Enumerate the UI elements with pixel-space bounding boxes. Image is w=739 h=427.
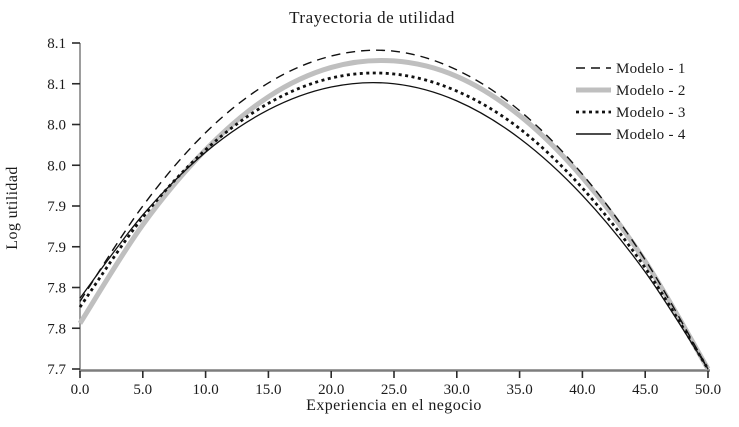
legend-label: Modelo - 2: [616, 83, 686, 99]
x-tick-label: 30.0: [444, 382, 470, 398]
series-line-modelo-1: [79, 49, 709, 370]
axes: [79, 43, 710, 372]
x-axis-title: Experiencia en el negocio: [306, 397, 482, 414]
x-tick-label: 35.0: [506, 382, 532, 398]
x-tick-label: 0.0: [71, 382, 90, 398]
legend-entry-modelo-4: Modelo - 4: [576, 127, 686, 143]
y-axis-ticks: 8.1 8.1 8.0 8.0 7.9 7.9 7.8 7.8 7.7: [47, 36, 80, 378]
y-tick-label: 8.1: [47, 36, 66, 52]
x-tick-label: 5.0: [133, 382, 152, 398]
y-tick-label: 8.0: [47, 118, 66, 134]
x-tick-label: 45.0: [632, 382, 658, 398]
y-tick-label: 7.8: [47, 321, 66, 337]
y-tick-label: 7.8: [47, 281, 66, 297]
y-tick-label: 7.9: [47, 240, 66, 256]
x-tick-label: 25.0: [381, 382, 407, 398]
x-tick-label: 20.0: [318, 382, 344, 398]
legend-label: Modelo - 1: [616, 61, 686, 77]
legend: Modelo - 1 Modelo - 2 Modelo - 3 Modelo - 4: [576, 61, 686, 143]
x-tick-label: 50.0: [695, 382, 721, 398]
legend-entry-modelo-1: Modelo - 1: [576, 61, 686, 77]
y-tick-label: 7.9: [47, 199, 66, 215]
series-line-modelo-3: [78, 71, 710, 370]
legend-label: Modelo - 4: [616, 127, 686, 143]
y-tick-label: 8.0: [47, 158, 66, 174]
legend-entry-modelo-2: Modelo - 2: [576, 83, 686, 99]
series-line-modelo-2: [77, 57, 711, 371]
legend-entry-modelo-3: Modelo - 3: [576, 105, 686, 121]
x-tick-label: 15.0: [255, 382, 281, 398]
legend-label: Modelo - 3: [616, 105, 686, 121]
series-line-modelo-4: [79, 81, 709, 370]
y-axis-title: Log utilidad: [4, 166, 21, 249]
chart-title: Trayectoria de utilidad: [289, 8, 455, 27]
x-tick-label: 10.0: [192, 382, 218, 398]
x-axis-ticks: 0.0 5.0 10.0 15.0 20.0 25.0 30.0 35.0 40.0 45.0 50…: [71, 371, 721, 398]
plot-series: [77, 49, 711, 371]
x-tick-label: 40.0: [569, 382, 595, 398]
y-tick-label: 8.1: [47, 77, 66, 93]
y-tick-label: 7.7: [47, 362, 66, 378]
